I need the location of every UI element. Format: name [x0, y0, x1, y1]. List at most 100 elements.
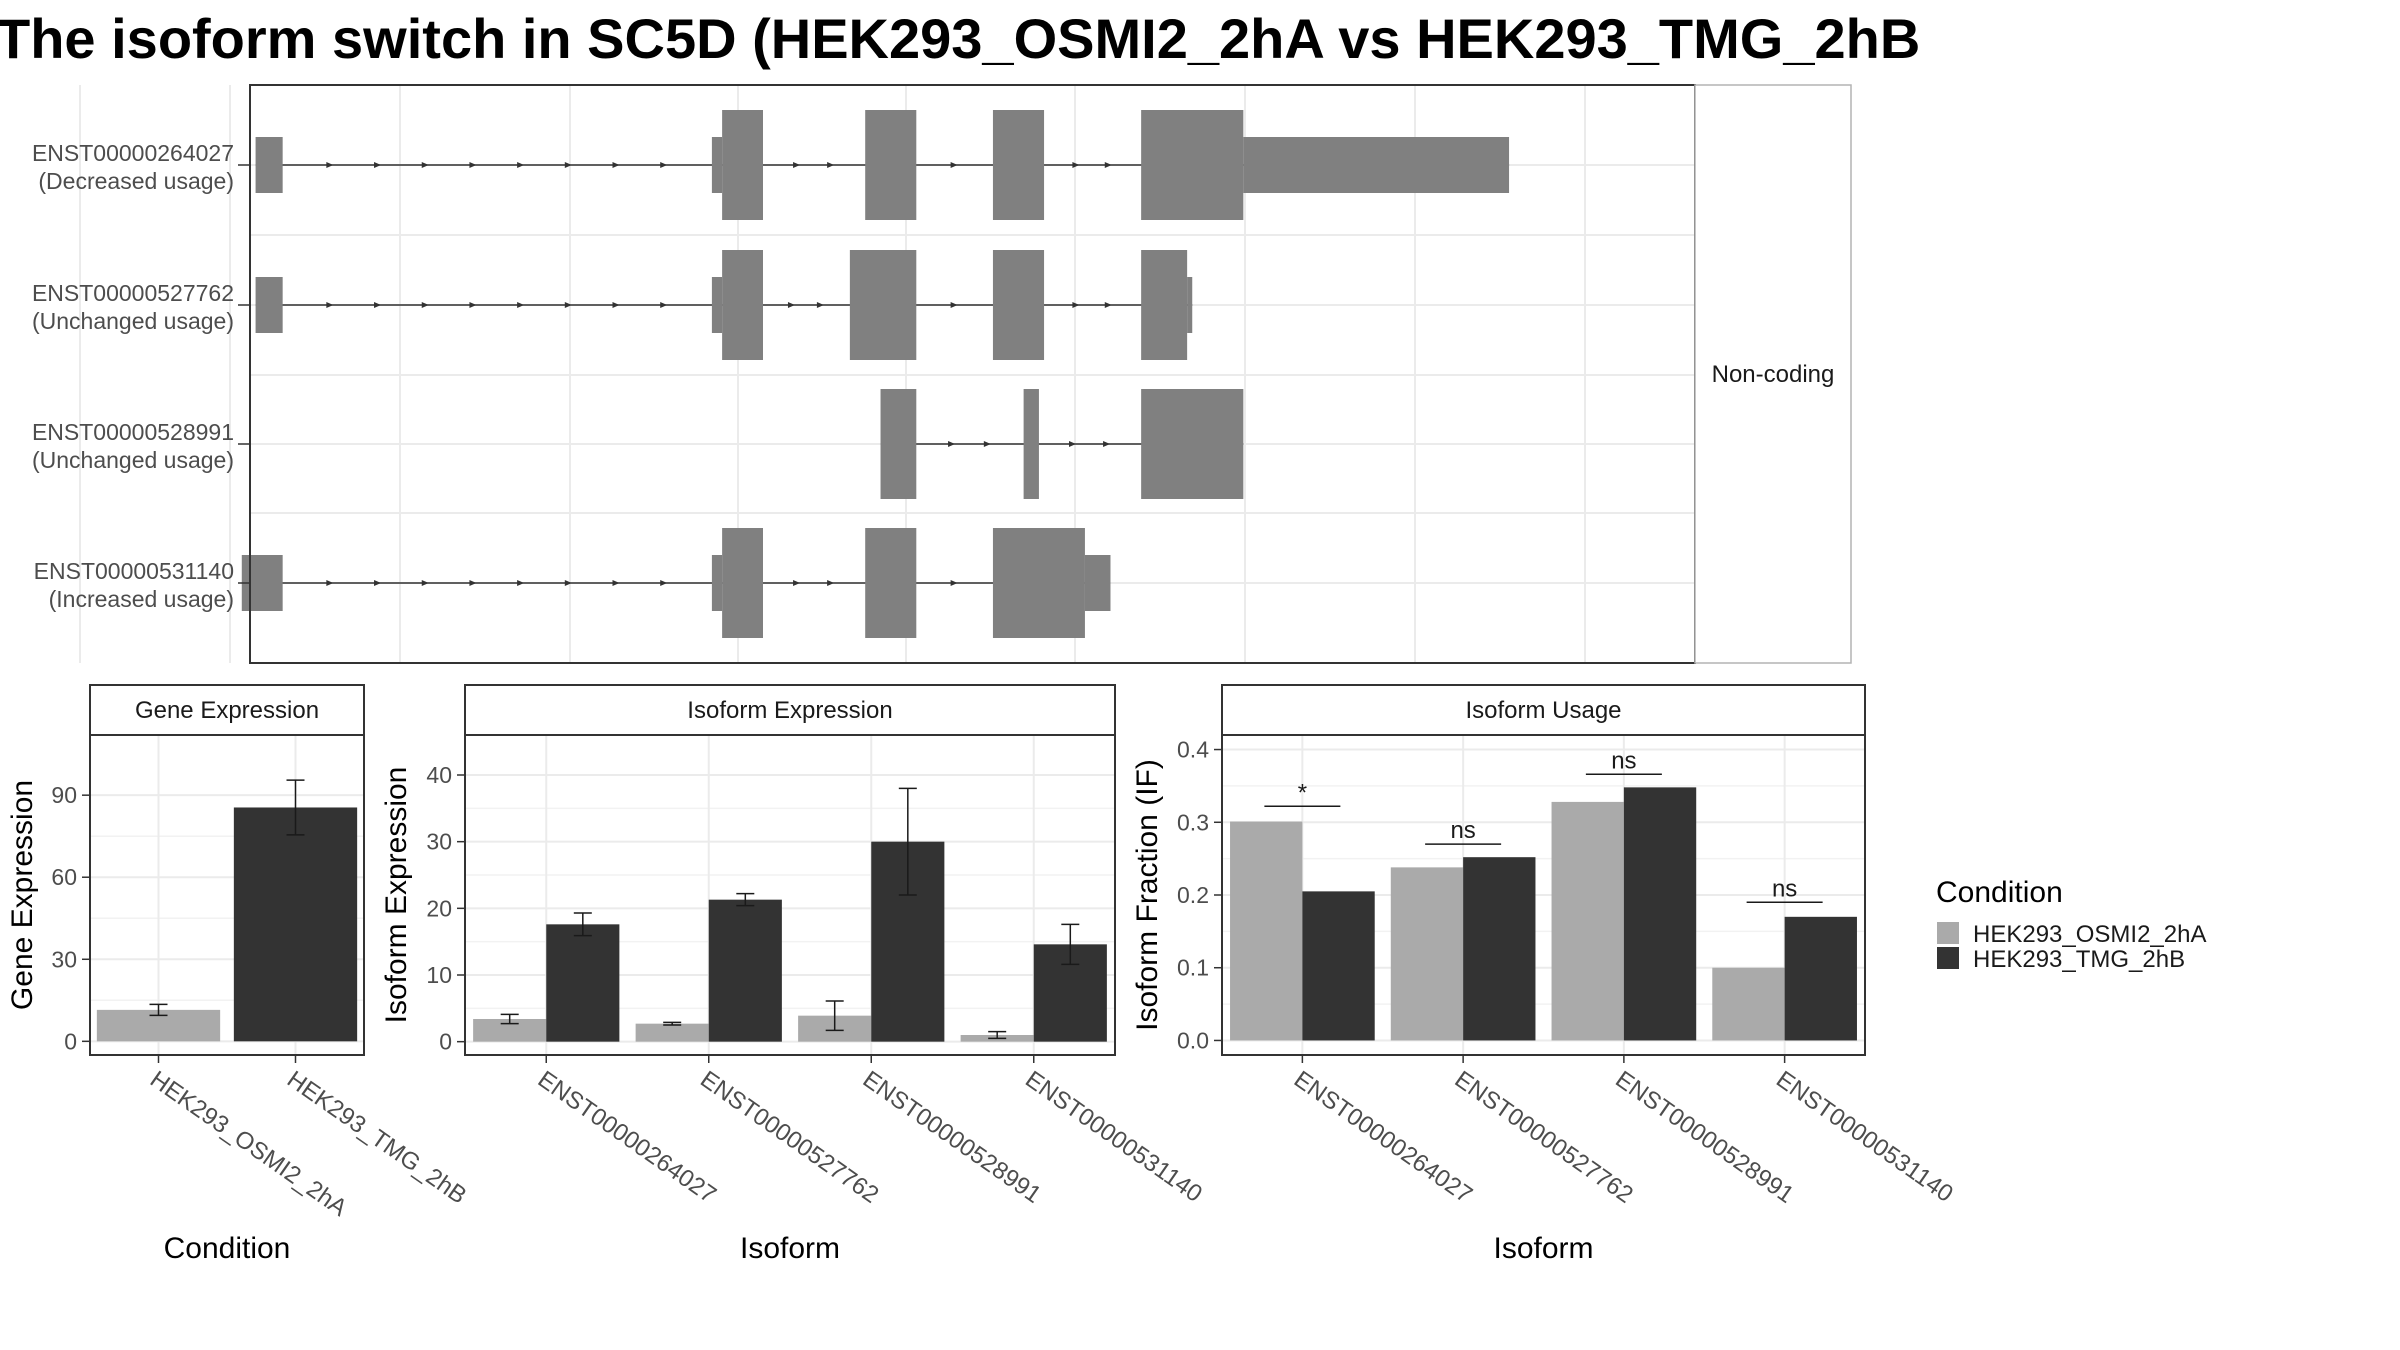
x-axis-title: Isoform — [740, 1232, 840, 1265]
significance-label: ns — [1772, 875, 1797, 902]
direction-arrow — [469, 580, 477, 586]
direction-arrow — [950, 580, 958, 586]
isoform-usage-label: (Decreased usage) — [38, 168, 234, 194]
bar — [1712, 967, 1785, 1041]
direction-arrow — [1072, 302, 1080, 308]
direction-arrow — [1104, 302, 1112, 308]
isoform-usage-label: (Unchanged usage) — [32, 308, 234, 334]
facet-strip-label: Non-coding — [1712, 361, 1835, 388]
direction-arrow — [517, 580, 525, 586]
bar — [708, 899, 782, 1042]
direction-arrow — [1069, 441, 1077, 447]
legend-swatch — [1937, 947, 1959, 969]
exon — [992, 110, 1045, 220]
exon — [992, 250, 1045, 360]
y-tick-label: 0.4 — [1177, 737, 1209, 763]
y-tick-label: 0.3 — [1177, 809, 1209, 835]
direction-arrow — [950, 162, 958, 168]
direction-arrow — [948, 441, 956, 447]
direction-arrow — [827, 162, 835, 168]
exon — [1141, 389, 1244, 499]
y-tick-label: 20 — [426, 895, 452, 921]
direction-arrow — [983, 441, 991, 447]
exon — [849, 250, 917, 360]
exon — [722, 110, 763, 220]
direction-arrow — [326, 162, 334, 168]
y-tick-label: 30 — [426, 829, 452, 855]
y-tick-label: 0 — [439, 1029, 452, 1055]
bar — [635, 1023, 709, 1042]
direction-arrow — [374, 302, 382, 308]
bar — [1390, 867, 1464, 1041]
exon — [1187, 277, 1193, 333]
direction-arrow — [660, 302, 668, 308]
x-tick-label: ENST00000531140 — [1020, 1066, 1207, 1208]
panel-border — [89, 734, 365, 1056]
significance-label: ns — [1450, 817, 1475, 844]
direction-arrow — [326, 302, 334, 308]
x-tick-label: ENST00000531140 — [1771, 1066, 1958, 1208]
direction-arrow — [421, 162, 429, 168]
legend-label: HEK293_OSMI2_2hA — [1973, 921, 2206, 948]
direction-arrow — [421, 580, 429, 586]
x-tick-label: ENST00000528991 — [858, 1066, 1046, 1209]
x-tick-label: ENST00000528991 — [1610, 1066, 1798, 1209]
y-tick-label: 0 — [64, 1028, 77, 1054]
direction-arrow — [374, 580, 382, 586]
exon — [865, 528, 917, 638]
strip-label: Isoform Usage — [1465, 697, 1621, 724]
exon — [880, 389, 917, 499]
direction-arrow — [421, 302, 429, 308]
y-tick-label: 30 — [51, 946, 77, 972]
y-tick-label: 60 — [51, 864, 77, 890]
y-tick-label: 0.2 — [1177, 882, 1209, 908]
y-axis-title: Isoform Fraction (IF) — [1131, 759, 1164, 1031]
strip-header — [89, 684, 365, 736]
isoform-label: ENST00000528991 — [32, 419, 234, 445]
exon — [865, 110, 917, 220]
exon — [1243, 137, 1510, 193]
direction-arrow — [564, 162, 572, 168]
strip-label: Gene Expression — [135, 697, 319, 724]
bar — [1784, 916, 1857, 1041]
bar — [1302, 891, 1375, 1041]
direction-arrow — [1104, 162, 1112, 168]
bar — [1551, 801, 1624, 1041]
isoform-expression-panel: Isoform Expression 0 10 20 30 40 ENST000002640… — [380, 684, 1207, 1265]
isoform-usage-panel: Isoform Usage * ns ns ns 0.0 0.1 0.2 0.3 0.4 ENST0… — [1131, 684, 1958, 1265]
direction-arrow — [660, 162, 668, 168]
y-tick-label: 40 — [426, 762, 452, 788]
exon — [255, 137, 283, 193]
legend-swatch — [1937, 922, 1959, 944]
direction-arrow — [469, 302, 477, 308]
direction-arrow — [612, 162, 620, 168]
direction-arrow — [787, 302, 795, 308]
x-tick-label: ENST00000264027 — [533, 1066, 721, 1209]
isoform-label: ENST00000264027 — [32, 140, 234, 166]
bar — [546, 924, 620, 1042]
legend-label: HEK293_TMG_2hB — [1973, 946, 2185, 973]
figure-title: The isoform switch in SC5D (HEK293_OSMI2… — [0, 7, 1920, 70]
x-axis-title: Condition — [164, 1232, 291, 1265]
direction-arrow — [374, 162, 382, 168]
exon — [722, 528, 763, 638]
exon — [1141, 110, 1244, 220]
x-tick-label: ENST00000527762 — [1450, 1066, 1638, 1209]
exon — [1141, 250, 1188, 360]
isoform-structure-panel: ENST00000264027(Decreased usage) ENST0000… — [32, 84, 1852, 664]
direction-arrow — [816, 302, 824, 308]
legend-title: Condition — [1936, 876, 2063, 909]
significance-label: * — [1298, 779, 1307, 806]
direction-arrow — [326, 580, 334, 586]
direction-arrow — [793, 162, 801, 168]
isoform-label: ENST00000531140 — [34, 558, 234, 584]
y-axis-title: Isoform Expression — [380, 767, 413, 1024]
y-tick-label: 90 — [51, 782, 77, 808]
isoform-usage-label: (Unchanged usage) — [32, 447, 234, 473]
x-tick-label: ENST00000264027 — [1289, 1066, 1477, 1209]
exon — [711, 137, 723, 193]
direction-arrow — [612, 302, 620, 308]
bar — [233, 807, 358, 1042]
